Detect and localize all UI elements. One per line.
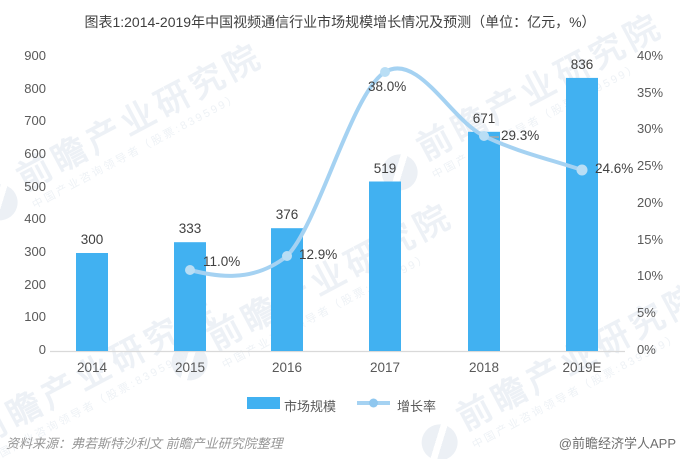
line-point-2016: [282, 251, 292, 261]
bar-2019e: [566, 77, 598, 352]
right-axis-tick: 40%: [637, 48, 664, 63]
legend-bar-swatch: [247, 397, 280, 409]
right-axis-tick: 15%: [637, 232, 664, 247]
bar-value-label: 300: [80, 232, 104, 247]
left-axis-tick: 900: [24, 48, 46, 63]
left-axis-tick: 600: [24, 146, 46, 161]
x-axis-label-2015: 2015: [174, 360, 206, 375]
left-axis-tick: 700: [24, 113, 46, 128]
left-axis-tick: 300: [24, 244, 46, 259]
left-axis-tick: 400: [24, 211, 46, 226]
legend-line-marker-icon: [369, 398, 378, 408]
right-axis-tick: 10%: [637, 268, 664, 283]
x-axis-label-2018: 2018: [468, 360, 500, 375]
right-axis-tick: 30%: [637, 121, 664, 136]
line-point-2018: [479, 131, 489, 141]
line-value-label: 29.3%: [501, 128, 540, 143]
line-value-label: 38.0%: [368, 79, 407, 94]
left-axis-tick: 100: [24, 309, 46, 324]
line-point-2015: [185, 265, 195, 275]
bar-2016: [271, 228, 303, 351]
right-axis-tick: 20%: [637, 195, 664, 210]
line-value-label: 11.0%: [203, 254, 241, 269]
right-axis-tick: 0%: [637, 342, 656, 357]
left-axis-tick: 0: [38, 342, 46, 357]
x-axis-label-2016: 2016: [271, 360, 303, 375]
bar-value-label: 376: [275, 207, 299, 222]
line-value-label: 24.6%: [595, 161, 634, 176]
bar-value-label: 671: [472, 111, 496, 126]
credit-note: @前瞻经济学人APP: [558, 436, 676, 451]
right-axis-tick: 35%: [637, 85, 664, 100]
bar-2015: [174, 242, 206, 351]
line-value-label: 12.9%: [299, 247, 338, 262]
left-axis-tick: 500: [24, 179, 46, 194]
right-axis-tick: 5%: [637, 305, 656, 320]
x-axis-label-2014: 2014: [76, 360, 108, 375]
line-point-2017: [380, 67, 390, 77]
line-point-2019e: [576, 164, 588, 176]
bar-2018: [468, 131, 500, 351]
x-axis-label-2019e: 2019E: [562, 360, 602, 375]
data-source-note: 资料来源：弗若斯特沙利文 前瞻产业研究院整理: [6, 436, 283, 451]
chart-title: 图表1:2014-2019年中国视频通信行业市场规模增长情况及预测（单位：亿元，…: [84, 14, 596, 30]
left-axis-tick: 200: [24, 277, 46, 292]
legend-label-growth-rate: 增长率: [397, 399, 437, 414]
x-axis-label-2017: 2017: [369, 360, 401, 375]
legend-label-market-size: 市场规模: [284, 399, 337, 414]
bar-2017: [369, 181, 401, 351]
bar-2014: [76, 253, 108, 351]
left-axis-tick: 800: [24, 81, 46, 96]
bar-value-label: 836: [570, 57, 594, 72]
right-axis-tick: 25%: [637, 158, 664, 173]
bar-value-label: 333: [178, 221, 202, 236]
bar-value-label: 519: [373, 161, 397, 176]
